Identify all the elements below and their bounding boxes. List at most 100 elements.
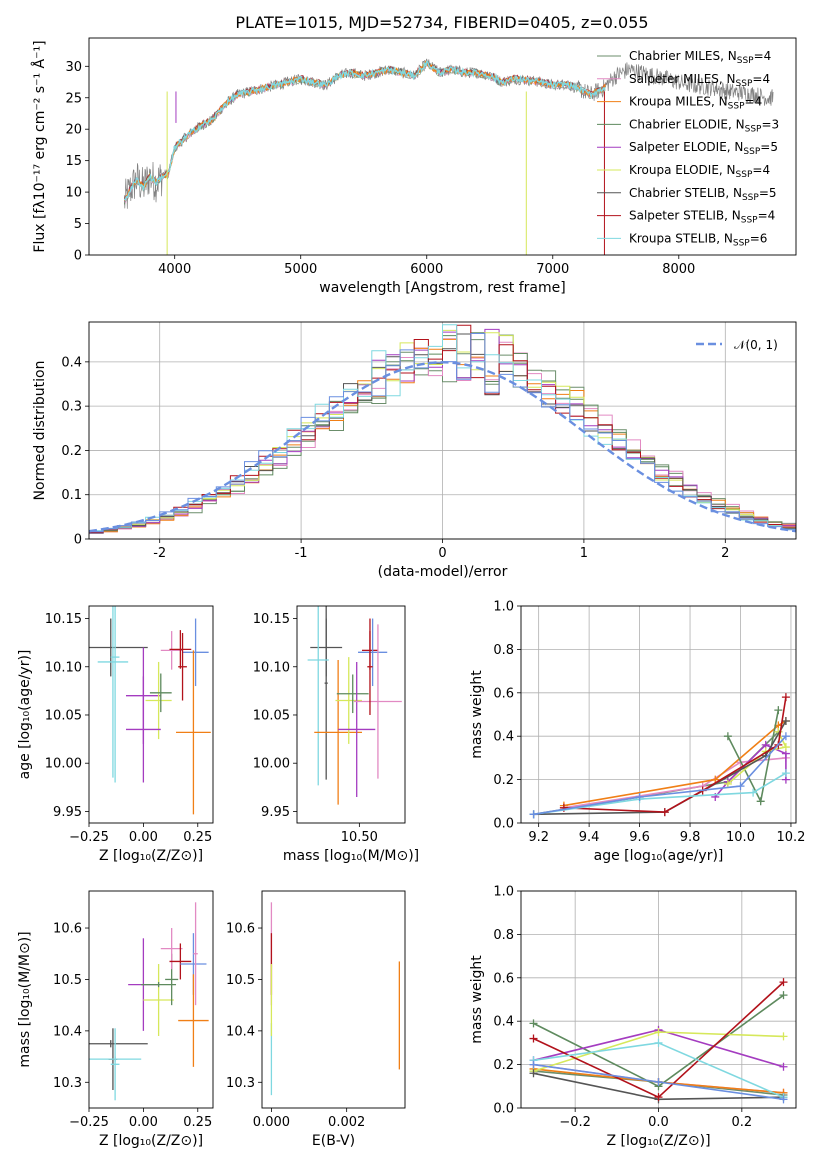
figure-title: PLATE=1015, MJD=52734, FIBERID=0405, z=0… <box>235 13 648 32</box>
y-tick-label: 0 <box>74 533 82 548</box>
x-tick-label: 9.6 <box>629 830 650 845</box>
weight-marker <box>529 1034 538 1043</box>
x-tick-label: −0.25 <box>69 830 109 845</box>
weight-marker <box>781 743 790 752</box>
weight-marker <box>723 779 732 788</box>
axes-frame <box>88 321 797 540</box>
axes-frame <box>88 890 214 1109</box>
x-tick-label: 5000 <box>284 262 317 277</box>
y-axis-label: Normed distribution <box>32 361 48 501</box>
x-tick-label: 10.2 <box>776 830 805 845</box>
x-tick-label: 0.25 <box>183 1115 212 1130</box>
y-tick-label: 10.10 <box>253 660 290 675</box>
x-tick-label: 9.2 <box>528 830 549 845</box>
x-axis-label: Z [log₁₀(Z/Z⊙)] <box>99 848 203 864</box>
weight-marker <box>749 788 758 797</box>
x-tick-label: 0.000 <box>253 1115 290 1130</box>
x-tick-label: 0.002 <box>328 1115 365 1130</box>
y-tick-label: 0.2 <box>493 1058 514 1073</box>
y-tick-label: 0.4 <box>493 1015 514 1030</box>
x-axis-label: Z [log₁₀(Z/Z⊙)] <box>606 1133 710 1149</box>
y-tick-label: 10.5 <box>226 973 255 988</box>
y-tick-label: 10.4 <box>226 1024 255 1039</box>
y-tick-label: 0.8 <box>493 928 514 943</box>
x-tick-label: 2 <box>721 546 729 561</box>
x-tick-label: 0 <box>438 546 446 561</box>
weight-marker <box>654 1028 663 1037</box>
x-tick-label: 0.25 <box>183 830 212 845</box>
legend-entry: Chabrier STELIB, NSSP=5 <box>629 186 777 203</box>
mass-weight-vs-metallicity-panel: −0.2 0.0 0.2 0.0 0.2 0.4 0.6 0.8 1.0 Z [log₁₀(Z/Z… <box>469 885 797 1149</box>
weight-marker <box>781 769 790 778</box>
x-tick-label: 0.00 <box>129 830 158 845</box>
weight-series <box>533 772 787 816</box>
y-axis-label: mass weight <box>469 955 485 1044</box>
weight-lines <box>529 978 788 1104</box>
x-tick-label: −0.25 <box>69 1115 109 1130</box>
y-axis-label: Flux [fλ10⁻¹⁷ erg cm⁻² s⁻¹ Å⁻¹] <box>31 40 48 252</box>
y-axis-label: mass weight <box>469 670 485 759</box>
weight-marker <box>529 1069 538 1078</box>
spectrum-lines <box>123 58 774 255</box>
legend-entry: 𝒩(0, 1) <box>734 338 778 352</box>
weight-marker <box>781 717 790 726</box>
y-tick-label: 0.6 <box>493 686 514 701</box>
y-tick-label: 0.0 <box>493 1102 514 1117</box>
axes-frame <box>261 890 406 1109</box>
spectrum-panel: 4000 5000 6000 7000 8000 0 5 10 15 20 25 30 waveleng… <box>31 37 797 296</box>
y-tick-label: 10.15 <box>45 612 82 627</box>
y-tick-label: 1.0 <box>493 885 514 900</box>
histogram-steps <box>89 324 796 536</box>
weight-marker <box>779 1095 788 1104</box>
y-tick-label: 0.2 <box>493 773 514 788</box>
axes-frame <box>88 37 797 256</box>
weight-marker <box>781 732 790 741</box>
axes-frame <box>520 890 797 1109</box>
errorbars <box>89 606 211 815</box>
weight-marker <box>660 808 669 817</box>
weight-marker <box>736 782 745 791</box>
legend-entry: Kroupa ELODIE, NSSP=4 <box>629 163 770 180</box>
errorbars <box>270 902 401 1096</box>
y-tick-label: 10.4 <box>53 1024 82 1039</box>
x-tick-label: −0.2 <box>559 1115 591 1130</box>
y-tick-label: 10.5 <box>53 973 82 988</box>
x-tick-label: 0.0 <box>648 1115 669 1130</box>
legend-entry: Kroupa MILES, NSSP=4 <box>629 95 762 112</box>
x-axis-label: Z [log₁₀(Z/Z⊙)] <box>99 1133 203 1149</box>
weight-marker <box>654 1038 663 1047</box>
y-tick-label: 10.6 <box>53 922 82 937</box>
x-tick-label: 0.2 <box>731 1115 752 1130</box>
weight-marker <box>529 810 538 819</box>
y-tick-label: 10.00 <box>253 757 290 772</box>
y-tick-label: 0 <box>74 249 82 264</box>
y-tick-label: 10.05 <box>45 708 82 723</box>
y-tick-label: 9.95 <box>53 805 82 820</box>
y-tick-label: 5 <box>74 217 82 232</box>
x-axis-label: age [log₁₀(age/yr)] <box>594 848 724 864</box>
weight-series <box>533 720 787 816</box>
legend-entry: Salpeter STELIB, NSSP=4 <box>629 209 775 226</box>
weight-marker <box>779 991 788 1000</box>
y-tick-label: 0.1 <box>61 488 82 503</box>
weight-marker <box>779 1062 788 1071</box>
legend-entry: Chabrier ELODIE, NSSP=3 <box>629 117 779 134</box>
y-axis-label: age [log₁₀(age/yr)] <box>17 650 33 780</box>
x-tick-label: 6000 <box>410 262 443 277</box>
y-tick-label: 10.10 <box>45 660 82 675</box>
y-tick-label: 0.4 <box>61 355 82 370</box>
mass-vs-metallicity-panel: −0.25 0.00 0.25 10.3 10.4 10.5 10.6 Z [log₁₀(Z/… <box>17 890 214 1149</box>
legend-entry: Chabrier MILES, NSSP=4 <box>629 49 771 66</box>
normal-curve <box>89 361 796 533</box>
y-tick-label: 10.05 <box>253 708 290 723</box>
x-tick-label: 10.0 <box>726 830 755 845</box>
weight-marker <box>654 1093 663 1102</box>
weight-marker <box>635 792 644 801</box>
weight-marker <box>756 797 765 806</box>
x-tick-label: 9.8 <box>680 830 701 845</box>
legend-entry: Salpeter ELODIE, NSSP=5 <box>629 140 778 157</box>
y-tick-label: 10.15 <box>253 612 290 627</box>
axes-frame <box>88 605 214 824</box>
x-axis-label: E(B-V) <box>312 1133 355 1149</box>
y-tick-label: 0.4 <box>493 730 514 745</box>
